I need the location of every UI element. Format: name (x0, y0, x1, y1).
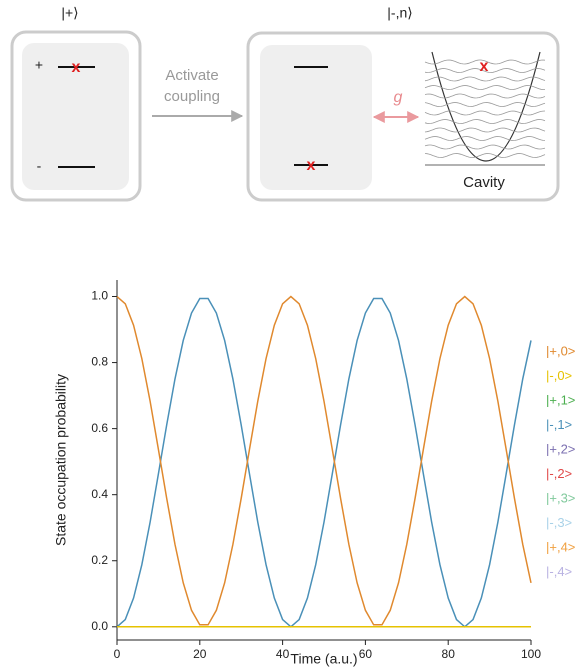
legend-entry: |-,3> (546, 515, 572, 530)
arrow-text: coupling (164, 88, 220, 105)
x-tick-label: 60 (359, 647, 373, 661)
particle: x (72, 59, 81, 76)
wave (424, 144, 546, 150)
legend-entry: |+,1> (546, 392, 575, 407)
wave (424, 127, 546, 133)
left-box (10, 30, 142, 202)
arrow-text: Activate (165, 67, 218, 84)
chart: 0.0 0.2 0.4 0.6 0.8 1.0 0 20 40 60 80 100 Time (a.u.… (53, 280, 575, 667)
wave (424, 110, 546, 116)
legend-entry: |-,0> (546, 368, 572, 383)
x-tick-label: 20 (193, 647, 207, 661)
plus-label: + (35, 57, 43, 73)
x-tick-label: 80 (442, 647, 456, 661)
wave (424, 59, 546, 65)
series-line (116, 295, 532, 626)
right-box (246, 31, 560, 202)
wave (424, 68, 546, 73)
legend-entry: |+,4> (546, 539, 575, 554)
legend-entry: |+,3> (546, 490, 575, 505)
wave (424, 119, 546, 124)
right-state-label: |-,n⟩ (387, 5, 412, 21)
x-tick-label: 100 (521, 647, 541, 661)
y-tick-label: 0.8 (91, 355, 108, 369)
y-tick-label: 0.4 (91, 487, 108, 501)
particle: x (307, 157, 316, 174)
x-tick-label: 0 (114, 647, 121, 661)
y-tick-label: 1.0 (91, 289, 108, 303)
cavity-label: Cavity (463, 174, 505, 191)
wave (424, 153, 546, 158)
wave (424, 136, 546, 141)
particle: x (480, 58, 489, 75)
x-tick-label: 40 (276, 647, 290, 661)
y-tick-label: 0.0 (91, 619, 108, 633)
series-line (116, 297, 532, 628)
left-inner (22, 43, 129, 190)
wave (424, 85, 546, 90)
wave (424, 93, 546, 99)
potential (431, 51, 541, 162)
legend-entry: |+,0> (546, 343, 575, 358)
right-inner (260, 45, 372, 190)
left-state-label: |+⟩ (61, 5, 78, 21)
x-axis-label: Time (a.u.) (290, 651, 357, 667)
legend-entry: |-,4> (546, 564, 572, 579)
y-axis-label: State occupation probability (53, 374, 69, 546)
legend-entry: |-,2> (546, 466, 572, 481)
legend-entry: |+,2> (546, 441, 575, 456)
coupling-label: g (394, 89, 403, 106)
y-tick-label: 0.6 (91, 421, 108, 435)
y-tick-label: 0.2 (91, 553, 108, 567)
wave (424, 102, 546, 107)
wave (424, 76, 546, 82)
legend-entry: |-,1> (546, 417, 572, 432)
minus-label: - (37, 158, 42, 174)
cavity (424, 51, 546, 166)
